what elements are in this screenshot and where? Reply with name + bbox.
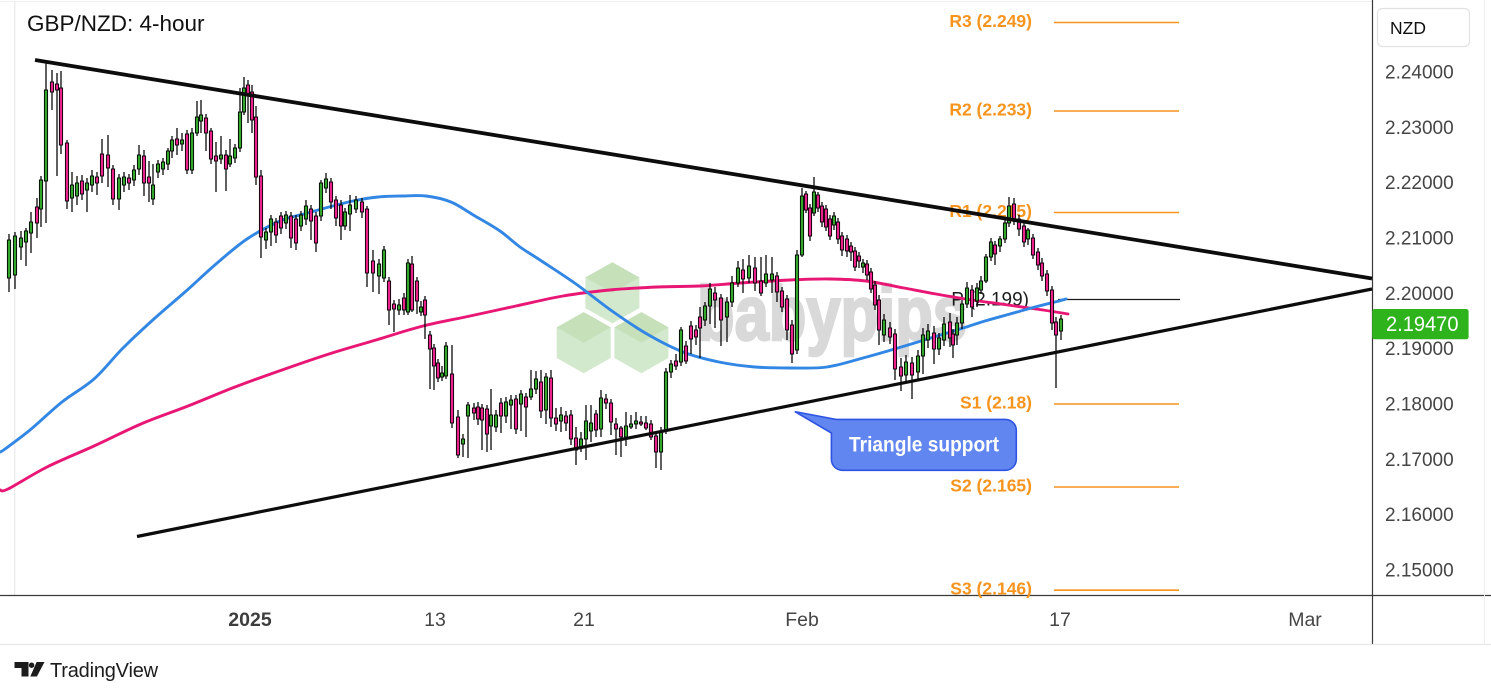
svg-text:Triangle support: Triangle support [849, 433, 999, 457]
svg-text:2.15000: 2.15000 [1385, 561, 1454, 582]
svg-text:2.21000: 2.21000 [1385, 229, 1454, 250]
svg-text:2.20000: 2.20000 [1385, 284, 1454, 305]
svg-text:21: 21 [573, 609, 595, 631]
svg-text:S2 (2.165): S2 (2.165) [950, 476, 1032, 496]
svg-text:17: 17 [1049, 609, 1071, 631]
svg-text:2.23000: 2.23000 [1385, 118, 1454, 139]
svg-text:NZD: NZD [1390, 18, 1426, 38]
svg-text:Mar: Mar [1288, 609, 1322, 631]
svg-text:2.22000: 2.22000 [1385, 173, 1454, 194]
svg-text:R2 (2.233): R2 (2.233) [949, 100, 1032, 120]
svg-text:R1 (2.215): R1 (2.215) [949, 201, 1032, 221]
svg-text:2025: 2025 [228, 609, 272, 631]
svg-text:2.16000: 2.16000 [1385, 505, 1454, 526]
svg-text:GBP/NZD: 4-hour: GBP/NZD: 4-hour [27, 11, 205, 36]
svg-text:13: 13 [424, 609, 446, 631]
svg-text:S1 (2.18): S1 (2.18) [960, 393, 1032, 413]
svg-text:2.17000: 2.17000 [1385, 450, 1454, 471]
svg-text:2.19000: 2.19000 [1385, 339, 1454, 360]
svg-text:2.18000: 2.18000 [1385, 395, 1454, 416]
svg-text:Feb: Feb [785, 609, 819, 631]
svg-text:TradingView: TradingView [50, 660, 159, 682]
svg-text:S3 (2.146): S3 (2.146) [950, 579, 1032, 599]
svg-text:2.24000: 2.24000 [1385, 63, 1454, 84]
svg-text:2.19470: 2.19470 [1386, 313, 1459, 336]
svg-text:R3 (2.249): R3 (2.249) [949, 11, 1032, 31]
